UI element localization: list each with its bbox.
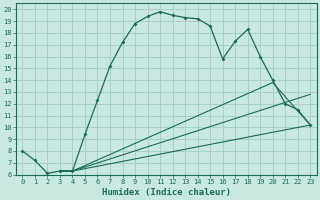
- X-axis label: Humidex (Indice chaleur): Humidex (Indice chaleur): [102, 188, 231, 197]
